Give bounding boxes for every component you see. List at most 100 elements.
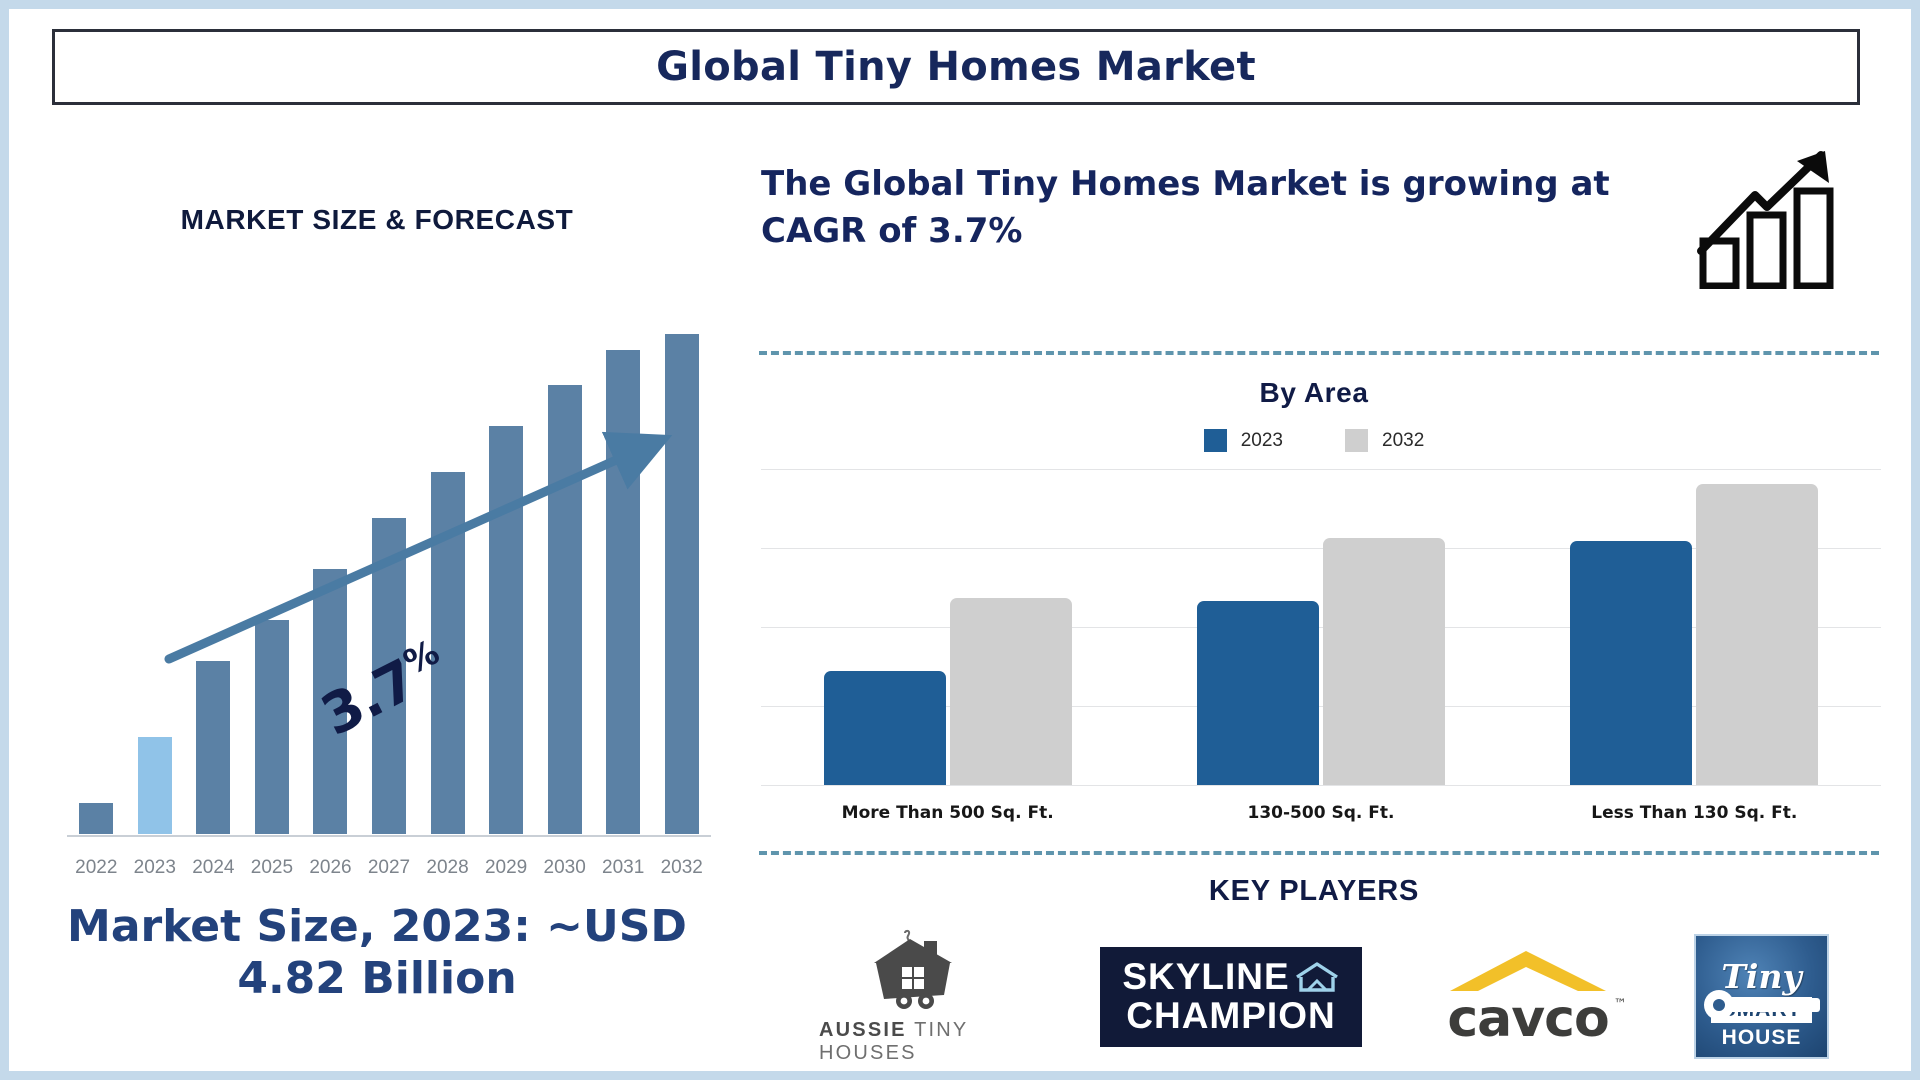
chart-legend: 2023 2032 xyxy=(749,429,1879,452)
headline-line-2: CAGR of 3.7% xyxy=(761,210,1023,251)
tiny-line-1: Tiny xyxy=(1721,956,1802,996)
chart-bar-slot xyxy=(418,324,477,834)
chart-bar xyxy=(547,385,582,834)
chart-bar-slot xyxy=(301,324,360,834)
chart-x-label: 2028 xyxy=(426,857,469,878)
tiny-house-on-wheels-icon xyxy=(873,929,952,1009)
chart-bar xyxy=(606,349,641,834)
chart-gridlines xyxy=(761,469,1881,786)
chart-x-label: 2023 xyxy=(133,857,176,878)
chart-bar-slot xyxy=(243,324,302,834)
chart-bar xyxy=(823,670,946,785)
chart-bar xyxy=(664,334,699,834)
chart-gridline xyxy=(761,706,1881,707)
market-size-line-2: 4.82 Billion xyxy=(237,952,517,1004)
skyline-line-2: CHAMPION xyxy=(1126,995,1336,1036)
market-size-panel: MARKET SIZE & FORECAST 2022 2023 2024 2025 2… xyxy=(27,139,727,1069)
legend-swatch xyxy=(1203,429,1227,452)
legend-swatch xyxy=(1345,429,1368,452)
legend-item[interactable]: 2023 xyxy=(1203,429,1283,452)
logo-aussie-tiny-houses[interactable]: AUSSIE TINY HOUSES xyxy=(819,929,1034,1065)
divider-bottom xyxy=(759,851,1879,855)
chart-bar-group xyxy=(1134,469,1507,785)
chart-bar-group xyxy=(1508,469,1881,785)
by-area-chart: More Than 500 Sq. Ft. 130-500 Sq. Ft. Less… xyxy=(761,469,1881,829)
chart-baseline xyxy=(67,835,711,837)
chart-bar-groups xyxy=(761,469,1881,785)
market-size-forecast-chart: 2022 2023 2024 2025 2026 2027 2028 2029 2030 2031… xyxy=(41,299,713,989)
logo-cavco[interactable]: cavco ™ xyxy=(1428,949,1628,1045)
chart-x-label: 2032 xyxy=(660,857,703,878)
chart-bar-slot xyxy=(126,324,185,834)
chart-bar xyxy=(79,803,114,834)
chart-category-labels: More Than 500 Sq. Ft. 130-500 Sq. Ft. Less… xyxy=(761,803,1881,823)
chart-x-label: 2027 xyxy=(367,857,411,878)
chart-bar xyxy=(137,737,172,834)
chart-bar xyxy=(1196,601,1319,785)
growth-chart-arrow-icon xyxy=(1697,151,1834,289)
chart-bar-group xyxy=(761,469,1134,785)
key-icon xyxy=(1704,990,1820,1020)
key-players-logos: AUSSIE TINY HOUSES SKYLINE CHAMPION xyxy=(819,929,1829,1064)
by-area-title: By Area xyxy=(1259,377,1369,408)
chart-x-label: 2025 xyxy=(250,857,294,878)
market-size-line-1: Market Size, 2023: ~USD xyxy=(67,901,687,952)
chart-bar-slot xyxy=(360,324,419,834)
chart-plot-area: 2022 2023 2024 2025 2026 2027 2028 2029 2030 2031… xyxy=(53,299,711,989)
chart-bar xyxy=(254,619,289,834)
skyline-row-2: CHAMPION xyxy=(1112,997,1350,1035)
headline-line-1: The Global Tiny Homes Market is growing … xyxy=(761,164,1610,204)
chart-x-label: 2026 xyxy=(309,857,352,878)
chart-bar xyxy=(1696,484,1819,785)
cagr-headline: The Global Tiny Homes Market is growing … xyxy=(761,161,1721,255)
legend-label: 2023 xyxy=(1240,429,1283,451)
chart-x-label: 2022 xyxy=(75,857,118,878)
market-size-heading: MARKET SIZE & FORECAST xyxy=(180,204,574,235)
chart-bar-slot xyxy=(652,324,711,834)
chart-category-label: More Than 500 Sq. Ft. xyxy=(841,803,1054,823)
chart-bar-slot xyxy=(535,324,594,834)
legend-item[interactable]: 2032 xyxy=(1345,429,1424,452)
chart-category-label: Less Than 130 Sq. Ft. xyxy=(1591,803,1798,823)
chart-x-label: 2029 xyxy=(484,857,528,878)
chart-bar xyxy=(949,598,1072,785)
market-size-value: Market Size, 2023: ~USD 4.82 Billion xyxy=(37,901,717,1005)
chart-bar-slot xyxy=(594,324,653,834)
chart-x-label: 2030 xyxy=(543,857,586,878)
logo-tiny-smart-house[interactable]: Tiny SMART HOUSE xyxy=(1694,934,1829,1059)
legend-label: 2032 xyxy=(1382,429,1425,451)
right-panel: The Global Tiny Homes Market is growing … xyxy=(749,139,1899,1069)
title-bar: Global Tiny Homes Market xyxy=(52,29,1860,105)
chart-bar xyxy=(1322,538,1445,785)
cavco-trademark: ™ xyxy=(1613,996,1627,1012)
chart-x-axis-labels: 2022 2023 2024 2025 2026 2027 2028 2029 2030 2031… xyxy=(67,857,711,879)
cavco-text: cavco xyxy=(1447,988,1609,1049)
yellow-roof-chevron-icon xyxy=(1450,950,1606,991)
chart-gridline xyxy=(761,627,1881,628)
chart-bar-slot xyxy=(184,324,243,834)
key-players-title: KEY PLAYERS xyxy=(1208,875,1420,907)
chart-x-label: 2024 xyxy=(192,857,235,878)
chart-bars xyxy=(67,324,711,834)
chart-bar-slot xyxy=(67,324,126,834)
page-title: Global Tiny Homes Market xyxy=(656,44,1256,90)
logo-skyline-champion[interactable]: SKYLINE CHAMPION xyxy=(1100,946,1362,1047)
cavco-wordmark: cavco ™ xyxy=(1447,993,1626,1045)
house-outline-icon xyxy=(1295,962,1338,992)
chart-bar xyxy=(489,426,524,834)
tiny-line-3: HOUSE xyxy=(1721,1025,1802,1049)
aussie-word-light: TINY HOUSES xyxy=(819,1018,969,1064)
aussie-word-bold: AUSSIE xyxy=(819,1018,907,1041)
chart-x-label: 2031 xyxy=(602,857,645,878)
divider-top xyxy=(759,351,1879,355)
aussie-wordmark: AUSSIE TINY HOUSES xyxy=(819,1019,1034,1065)
chart-gridline xyxy=(761,469,1881,470)
chart-bar xyxy=(196,660,231,834)
skyline-line-1: SKYLINE xyxy=(1122,956,1290,998)
chart-gridline xyxy=(761,785,1881,786)
chart-category-label: 130-500 Sq. Ft. xyxy=(1247,803,1395,823)
skyline-row-1: SKYLINE xyxy=(1112,958,1350,996)
chart-bar xyxy=(1570,541,1693,785)
chart-gridline xyxy=(761,548,1881,549)
